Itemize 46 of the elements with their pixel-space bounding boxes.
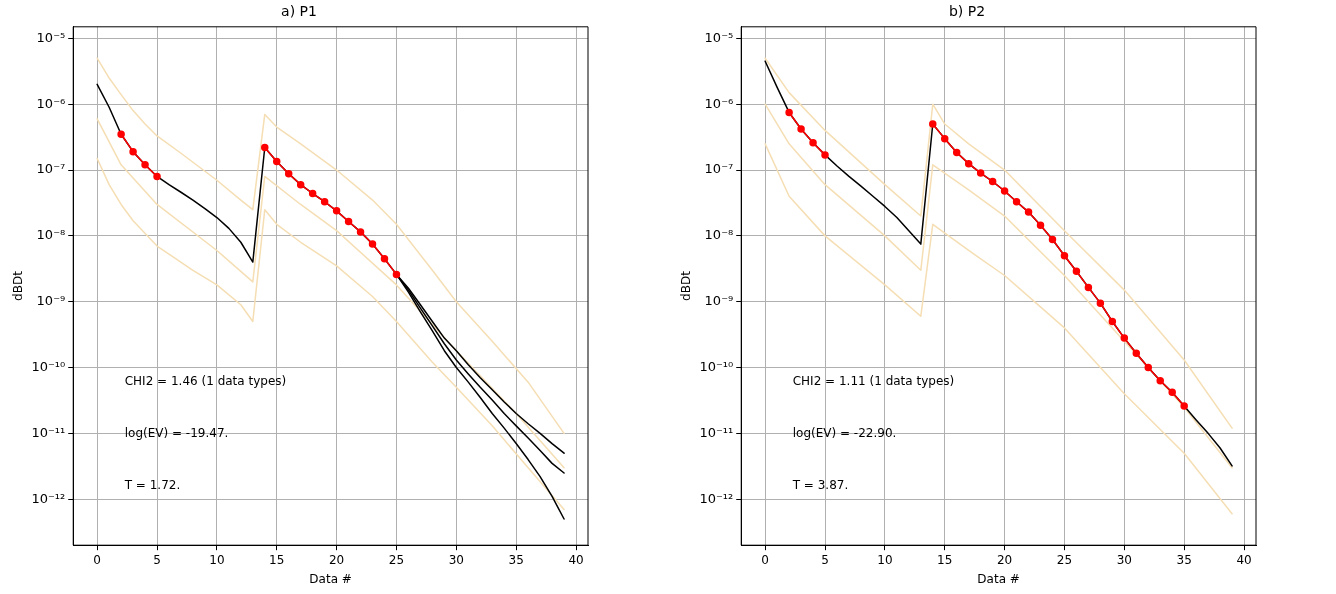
x-tick-label: 35 xyxy=(508,552,524,567)
x-tick-label: 10 xyxy=(209,552,225,567)
y-tick-label: 10⁻¹² xyxy=(699,490,734,506)
x-axis-title: Data # xyxy=(309,571,352,586)
annotation: log(EV) = -19.47. xyxy=(124,425,229,440)
y-tick-label: 10⁻¹² xyxy=(31,490,66,506)
y-tick-label: 10⁻⁶ xyxy=(704,95,734,111)
x-tick-label: 40 xyxy=(1236,552,1252,567)
y-tick-label: 10⁻⁹ xyxy=(704,293,734,309)
x-axis-title: Data # xyxy=(977,571,1020,586)
x-tick-label: 30 xyxy=(1116,552,1132,567)
y-tick-label: 10⁻⁹ xyxy=(36,293,66,309)
x-tick-label: 5 xyxy=(153,552,161,567)
x-tick-label: 25 xyxy=(388,552,405,567)
chart-title: b) P2 xyxy=(948,3,986,20)
x-tick-label: 35 xyxy=(1176,552,1192,567)
y-tick-label: 10⁻⁸ xyxy=(36,227,66,243)
annotation: T = 3.87. xyxy=(791,477,849,492)
x-tick-label: 10 xyxy=(877,552,893,567)
y-tick-label: 10⁻⁷ xyxy=(704,161,734,177)
y-tick-label: 10⁻¹⁰ xyxy=(699,358,734,374)
annotation: log(EV) = -22.90. xyxy=(792,425,897,440)
annotation: T = 1.72. xyxy=(123,477,181,492)
x-tick-label: 0 xyxy=(93,552,101,567)
x-tick-label: 20 xyxy=(996,552,1013,567)
y-axis-title: dBDt xyxy=(11,270,26,301)
x-tick-label: 15 xyxy=(269,552,285,567)
x-tick-label: 30 xyxy=(448,552,464,567)
y-tick-label: 10⁻⁵ xyxy=(704,29,734,45)
x-tick-label: 15 xyxy=(937,552,953,567)
x-tick-label: 0 xyxy=(761,552,769,567)
y-tick-label: 10⁻¹¹ xyxy=(699,424,734,440)
y-tick-label: 10⁻¹¹ xyxy=(31,424,66,440)
y-axis-title: dBDt xyxy=(679,270,694,301)
y-tick-label: 10⁻¹⁰ xyxy=(31,358,66,374)
y-tick-label: 10⁻⁵ xyxy=(36,29,66,45)
x-tick-label: 40 xyxy=(568,552,584,567)
annotation: CHI2 = 1.11 (1 data types) xyxy=(792,374,955,389)
x-tick-label: 25 xyxy=(1056,552,1073,567)
chart-title: a) P1 xyxy=(281,3,317,20)
x-tick-label: 20 xyxy=(328,552,345,567)
y-tick-label: 10⁻⁸ xyxy=(704,227,734,243)
x-tick-label: 5 xyxy=(821,552,829,567)
y-tick-label: 10⁻⁶ xyxy=(36,95,66,111)
annotation: CHI2 = 1.46 (1 data types) xyxy=(124,374,287,389)
y-tick-label: 10⁻⁷ xyxy=(36,161,66,177)
